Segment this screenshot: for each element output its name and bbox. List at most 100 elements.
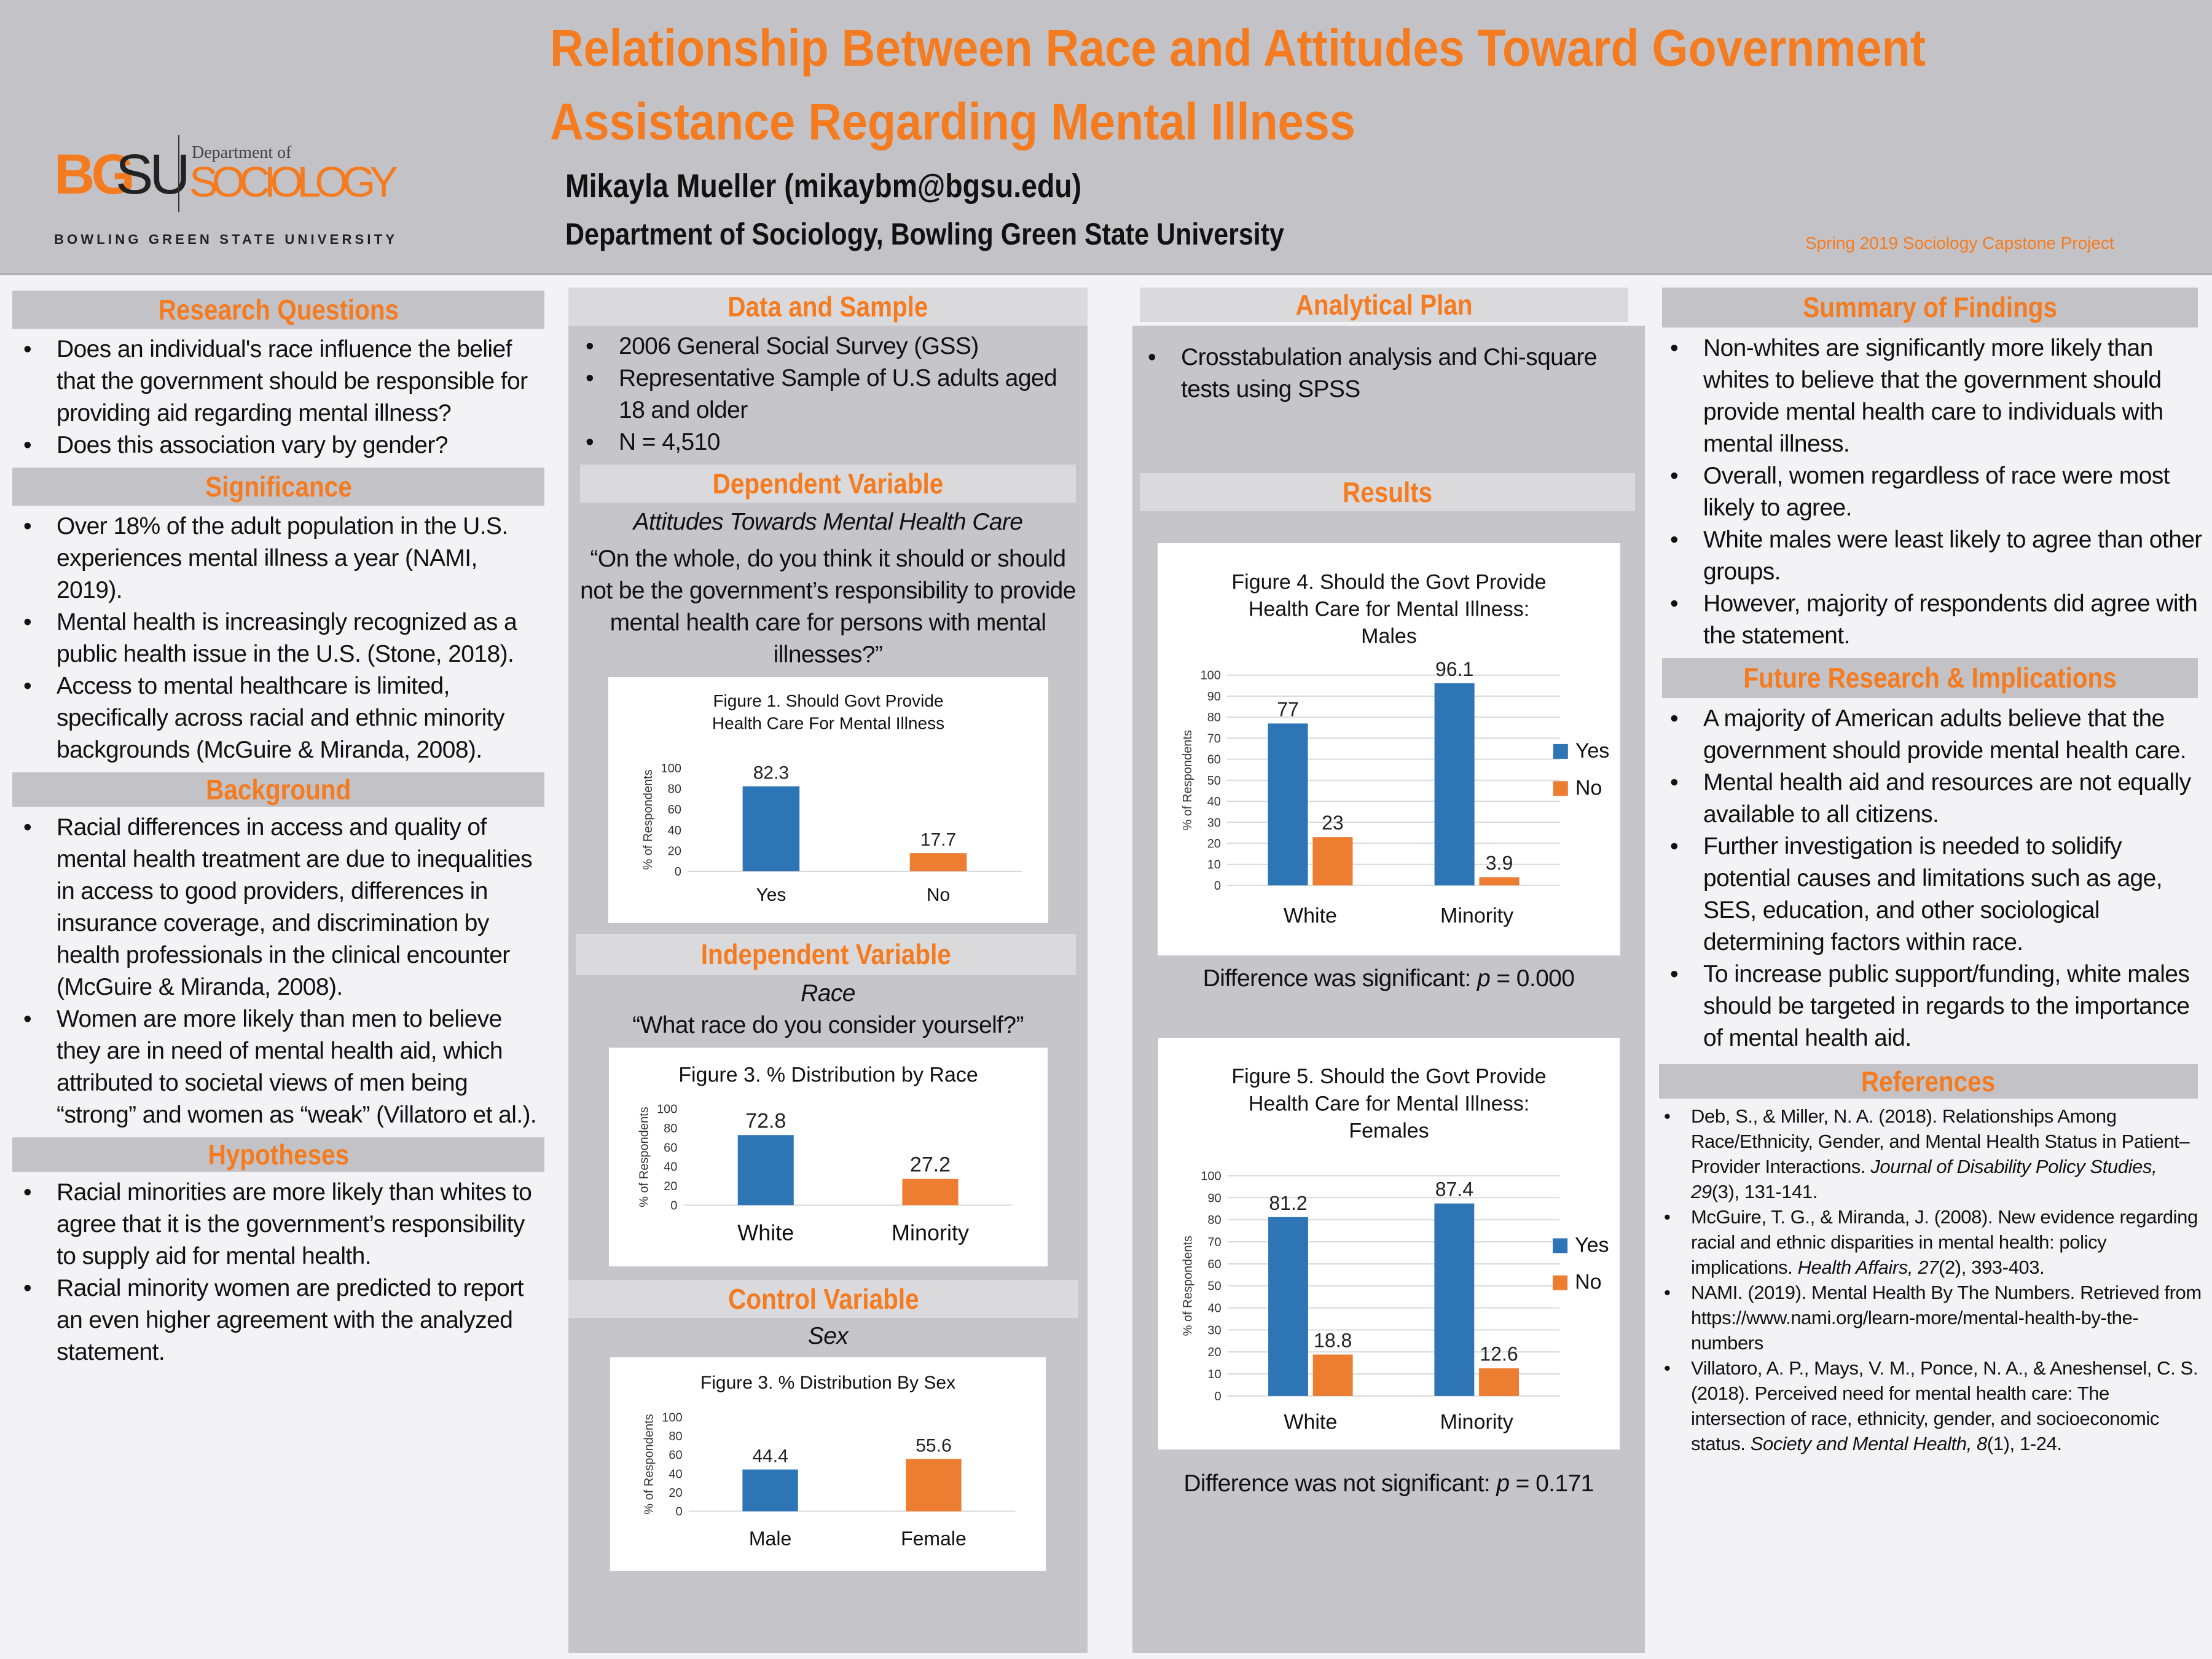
data-label: 17.7 xyxy=(920,830,955,850)
figure-3-sex-chart: Figure 3. % Distribution By Sex 0 20 40 60 80… xyxy=(610,1357,1046,1571)
y-tick-label: 80 xyxy=(1207,1214,1221,1227)
legend-swatch xyxy=(1552,1238,1567,1253)
reference-journal: Health Affairs, 27 xyxy=(1797,1257,1939,1278)
data-label: 96.1 xyxy=(1435,658,1473,680)
project-label: Spring 2019 Sociology Capstone Project xyxy=(1805,233,2114,253)
research-questions-list: Does an individual's race influence the … xyxy=(12,334,544,461)
heading-results: Results xyxy=(1140,473,1635,511)
list-item: Racial differences in access and quality… xyxy=(12,812,544,1003)
chart-title: Health Care For Mental Illness xyxy=(712,713,944,732)
data-label: 72.8 xyxy=(745,1109,786,1132)
chart-svg: Figure 4. Should the Govt Provide Health … xyxy=(1180,570,1609,927)
legend-label: No xyxy=(1575,776,1601,799)
list-item: 2006 General Social Survey (GSS) xyxy=(575,331,1081,363)
control-variable-name: Sex xyxy=(807,1323,849,1349)
y-tick-label: 80 xyxy=(667,783,681,796)
data-label: 23 xyxy=(1322,812,1344,834)
data-label: 27.2 xyxy=(909,1153,950,1177)
y-axis-label: % of Respondents xyxy=(1181,1236,1194,1336)
data-label: 81.2 xyxy=(1269,1192,1307,1214)
background-list: Racial differences in access and quality… xyxy=(12,812,544,1131)
chart-title: Figure 5. Should the Govt Provide xyxy=(1231,1065,1546,1088)
y-tick-label: 80 xyxy=(669,1430,682,1443)
x-category-label: Yes xyxy=(756,885,786,905)
independent-variable-question: “What race do you consider yourself?” xyxy=(632,1012,1024,1038)
y-tick-label: 10 xyxy=(1207,1368,1221,1381)
figure-4-significance-note: Difference was significant: p = 0.000 xyxy=(1202,965,1575,992)
list-item: Racial minorities are more likely than w… xyxy=(12,1177,544,1273)
heading-independent-variable: Independent Variable xyxy=(576,934,1076,975)
data-label: 44.4 xyxy=(752,1446,788,1467)
y-tick-label: 30 xyxy=(1207,816,1220,830)
legend-swatch xyxy=(1552,1275,1567,1290)
x-category-label: Minority xyxy=(891,1220,968,1245)
bar-minority-no xyxy=(1478,1368,1519,1396)
heading-hypotheses: Hypotheses xyxy=(12,1137,544,1172)
reference-item: Villatoro, A. P., Mays, V. M., Ponce, N.… xyxy=(1659,1355,2206,1456)
independent-variable-name: Race xyxy=(801,980,855,1006)
bar-white-no xyxy=(1312,837,1352,885)
y-tick-label: 20 xyxy=(669,1486,682,1500)
reference-journal: Journal of Disability Policy Studies, 29 xyxy=(1691,1156,2157,1202)
x-category-label: Female xyxy=(901,1528,967,1550)
list-item: Crosstabulation analysis and Chi-square … xyxy=(1137,342,1608,406)
y-tick-label: 60 xyxy=(1207,753,1220,767)
y-tick-label: 0 xyxy=(1214,1390,1221,1403)
column-4: Summary of Findings Non-whites are signi… xyxy=(1659,288,2206,1462)
analytical-plan-list: Crosstabulation analysis and Chi-square … xyxy=(1137,342,1608,406)
y-tick-label: 0 xyxy=(1214,879,1220,893)
heading-references: References xyxy=(1659,1064,2198,1099)
x-category-label: Minority xyxy=(1440,1411,1513,1434)
heading-future-research: Future Research & Implications xyxy=(1662,658,2198,698)
dependent-variable-question: “On the whole, do you think it should or… xyxy=(580,546,1076,668)
x-category-label: Male xyxy=(749,1528,791,1550)
y-tick-label: 50 xyxy=(1207,774,1220,788)
bar-no xyxy=(909,853,967,871)
y-tick-label: 60 xyxy=(667,803,681,817)
y-tick-label: 20 xyxy=(664,1180,677,1193)
heading-dependent-variable: Dependent Variable xyxy=(580,465,1076,503)
x-category-label: No xyxy=(926,885,949,905)
bar-yes xyxy=(742,786,799,871)
title-line-1: Relationship Between Race and Attitudes … xyxy=(550,19,1926,77)
y-tick-label: 40 xyxy=(669,1467,682,1481)
svg-text:SOCIOLOGY: SOCIOLOGY xyxy=(189,158,398,206)
y-axis-label: % of Respondents xyxy=(641,769,654,869)
reference-item: NAMI. (2019). Mental Health By The Numbe… xyxy=(1659,1280,2206,1355)
svg-text:SU: SU xyxy=(116,143,187,206)
chart-title: Health Care for Mental Illness: xyxy=(1248,597,1529,621)
list-item: Does this association vary by gender? xyxy=(12,429,544,461)
y-tick-label: 10 xyxy=(1207,858,1220,872)
x-category-label: White xyxy=(1284,1411,1337,1434)
y-axis-label: % of Respondents xyxy=(637,1107,651,1207)
chart-title: Health Care for Mental Illness: xyxy=(1248,1092,1529,1115)
svg-text:BOWLING GREEN STATE UNIVERSITY: BOWLING GREEN STATE UNIVERSITY xyxy=(54,232,398,247)
column-3: Analytical Plan Crosstabulation analysis… xyxy=(1132,288,1645,1500)
list-item: N = 4,510 xyxy=(575,426,1081,458)
references-list: Deb, S., & Miller, N. A. (2018). Relatio… xyxy=(1659,1104,2206,1456)
bar-female xyxy=(906,1459,962,1512)
x-category-label: Minority xyxy=(1440,904,1513,927)
author: Mikayla Mueller (mikaybm@bgsu.edu) xyxy=(565,168,1082,205)
data-label: 18.8 xyxy=(1314,1330,1352,1352)
y-tick-label: 100 xyxy=(657,1103,677,1116)
data-sample-list: 2006 General Social Survey (GSS)Represen… xyxy=(575,331,1081,458)
future-research-list: A majority of American adults believe th… xyxy=(1659,703,2206,1054)
figure-3-race-chart: Figure 3. % Distribution by Race 0 20 40 60 8… xyxy=(608,1048,1048,1266)
bar-minority-no xyxy=(1478,877,1520,885)
heading-analytical-plan: Analytical Plan xyxy=(1140,288,1628,322)
y-tick-label: 80 xyxy=(664,1122,677,1135)
bar-male xyxy=(742,1469,798,1512)
reference-text: Villatoro, A. P., Mays, V. M., Ponce, N.… xyxy=(1691,1357,2198,1454)
list-item: Overall, women regardless of race were m… xyxy=(1659,460,2206,524)
dependent-variable-name: Attitudes Towards Mental Health Care xyxy=(633,509,1023,535)
heading-background: Background xyxy=(12,772,544,807)
column-1: Research Questions Does an individual's … xyxy=(12,291,544,1375)
bar-white xyxy=(737,1135,794,1206)
list-item: White males were least likely to agree t… xyxy=(1659,524,2206,588)
list-item: Representative Sample of U.S adults aged… xyxy=(575,363,1081,426)
poster-title: Relationship Between Race and Attitudes … xyxy=(550,11,1926,159)
list-item: Women are more likely than men to believ… xyxy=(12,1003,544,1131)
figure-5-chart: Figure 5. Should the Govt Provide Health … xyxy=(1158,1038,1620,1449)
poster-header xyxy=(0,0,2212,275)
